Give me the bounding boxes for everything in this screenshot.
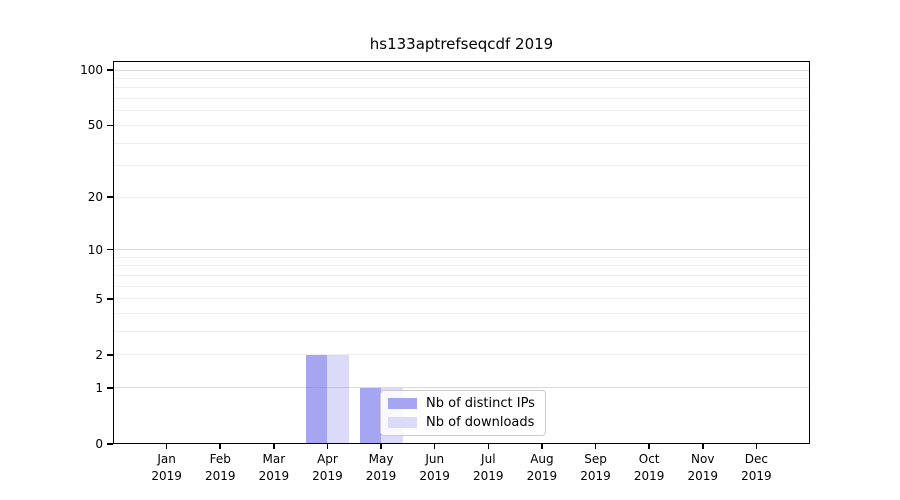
gridline-minor bbox=[113, 124, 810, 126]
x-tick-label: Dec 2019 bbox=[716, 451, 796, 484]
x-tick-label: Feb 2019 bbox=[180, 451, 260, 484]
y-tick-label: 5 bbox=[95, 291, 103, 306]
x-tick-month: Jun bbox=[425, 452, 445, 466]
legend-item-downloads: Nb of downloads bbox=[388, 415, 538, 430]
x-tick-label: Jun 2019 bbox=[395, 451, 475, 484]
gridline-major bbox=[113, 249, 810, 251]
x-tick-year: 2019 bbox=[312, 468, 343, 483]
x-tick-year: 2019 bbox=[526, 468, 558, 483]
x-tick-year: 2019 bbox=[365, 468, 397, 483]
gridline-minor bbox=[113, 77, 810, 79]
x-tick-year: 2019 bbox=[151, 468, 182, 483]
gridline-minor bbox=[113, 274, 810, 276]
legend-swatch-distinct-ips-icon bbox=[388, 398, 417, 410]
x-tick bbox=[219, 444, 222, 449]
gridline-minor bbox=[113, 354, 810, 356]
legend-swatch-downloads-icon bbox=[388, 416, 417, 428]
x-tick-month: Apr bbox=[317, 452, 338, 466]
x-tick bbox=[648, 444, 650, 449]
x-tick bbox=[487, 444, 490, 449]
bar bbox=[359, 387, 382, 444]
y-tick-label: 10 bbox=[87, 242, 103, 257]
gridline-minor bbox=[113, 313, 810, 315]
y-tick-label: 100 bbox=[80, 63, 103, 77]
y-tick bbox=[107, 443, 113, 445]
legend-item-distinct-ips: Nb of distinct IPs bbox=[388, 396, 538, 411]
x-tick bbox=[541, 444, 543, 449]
y-tick bbox=[107, 297, 113, 300]
x-tick bbox=[326, 444, 329, 449]
x-tick bbox=[165, 444, 168, 449]
bar bbox=[327, 354, 349, 444]
y-tick-label: 50 bbox=[87, 118, 103, 133]
x-tick-month: Nov bbox=[691, 452, 715, 466]
x-tick-year: 2019 bbox=[741, 468, 772, 483]
bar bbox=[305, 354, 328, 444]
legend: Nb of distinct IPs Nb of downloads bbox=[380, 390, 546, 436]
x-tick-year: 2019 bbox=[204, 468, 236, 483]
x-tick bbox=[273, 444, 275, 449]
y-tick-label: 0 bbox=[95, 437, 103, 451]
x-tick-month: Sep bbox=[584, 452, 607, 466]
x-tick-year: 2019 bbox=[687, 468, 719, 483]
gridline-minor bbox=[113, 298, 810, 300]
x-tick bbox=[380, 444, 382, 449]
x-tick-year: 2019 bbox=[473, 468, 504, 483]
x-tick-month: Aug bbox=[530, 452, 554, 466]
x-tick bbox=[701, 444, 704, 449]
x-tick-label: Jul 2019 bbox=[448, 451, 528, 484]
x-tick-label: Aug 2019 bbox=[502, 451, 582, 484]
x-tick-month: Dec bbox=[744, 452, 768, 466]
y-tick bbox=[107, 69, 113, 71]
x-tick-label: Apr 2019 bbox=[287, 451, 367, 484]
x-tick-year: 2019 bbox=[258, 468, 290, 483]
gridline-minor bbox=[113, 110, 810, 112]
gridline-minor bbox=[113, 98, 810, 100]
gridline-minor bbox=[113, 165, 810, 167]
x-tick-label: Mar 2019 bbox=[234, 451, 314, 484]
y-tick bbox=[107, 248, 113, 251]
x-tick-label: Jan 2019 bbox=[127, 451, 207, 484]
x-tick-year: 2019 bbox=[633, 468, 665, 483]
x-tick bbox=[594, 444, 597, 449]
x-tick-year: 2019 bbox=[580, 468, 611, 483]
gridline-minor bbox=[113, 265, 810, 267]
plot-area: Nb of distinct IPs Nb of downloads bbox=[113, 61, 810, 444]
gridline-minor bbox=[113, 285, 810, 287]
y-tick bbox=[107, 124, 113, 127]
gridline-major bbox=[113, 69, 810, 71]
legend-label-downloads: Nb of downloads bbox=[426, 414, 535, 430]
x-tick-month: May bbox=[368, 452, 394, 466]
x-tick-label: Oct 2019 bbox=[609, 451, 689, 484]
x-tick-month: Oct bbox=[638, 452, 660, 466]
y-tick-label: 2 bbox=[95, 347, 103, 362]
chart-title: hs133aptrefseqcdf 2019 bbox=[369, 35, 554, 53]
x-tick bbox=[755, 444, 758, 449]
y-tick bbox=[107, 196, 113, 199]
gridline-minor bbox=[113, 331, 810, 333]
y-tick bbox=[107, 354, 113, 356]
gridline-major bbox=[113, 387, 810, 389]
x-tick-month: Feb bbox=[209, 452, 231, 466]
x-tick-month: Jan bbox=[157, 452, 176, 466]
gridline-minor bbox=[113, 142, 810, 144]
x-tick-label: May 2019 bbox=[341, 451, 421, 484]
y-tick-label: 20 bbox=[87, 190, 103, 205]
gridline-minor bbox=[113, 87, 810, 89]
legend-label-distinct-ips: Nb of distinct IPs bbox=[426, 396, 535, 412]
gridline-minor bbox=[113, 256, 810, 258]
y-tick-label: 1 bbox=[95, 380, 103, 395]
x-tick bbox=[433, 444, 436, 449]
x-tick-label: Sep 2019 bbox=[556, 451, 636, 484]
x-tick-label: Nov 2019 bbox=[663, 451, 743, 484]
x-tick-month: Jul bbox=[481, 452, 496, 466]
x-tick-year: 2019 bbox=[419, 468, 450, 483]
x-tick-month: Mar bbox=[262, 452, 286, 466]
gridline-minor bbox=[113, 196, 810, 198]
y-tick bbox=[107, 387, 113, 389]
